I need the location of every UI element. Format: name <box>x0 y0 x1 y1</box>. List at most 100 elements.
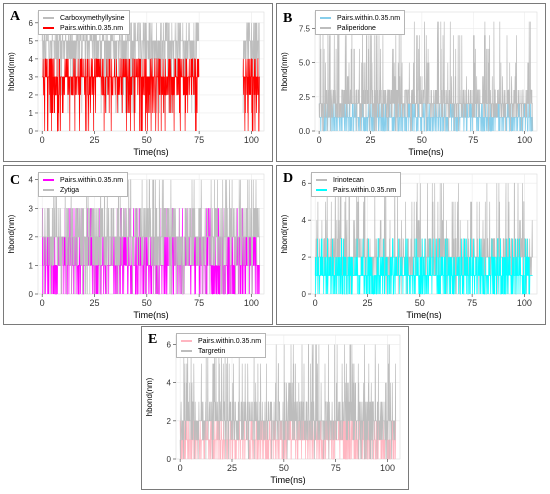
chart-legend: Irinotecan Pairs.within.0.35.nm <box>311 172 402 197</box>
legend-key <box>320 17 331 19</box>
legend-key <box>43 189 54 191</box>
panel-label: A <box>10 9 21 24</box>
legend-key <box>181 350 192 352</box>
y-tick-label: 2 <box>167 417 172 426</box>
y-tick-label: 0 <box>167 455 172 464</box>
x-tick-label: 75 <box>331 463 341 473</box>
panel-label: B <box>283 11 293 26</box>
y-tick-label: 3 <box>29 204 34 213</box>
y-axis-label: hbond(nm) <box>280 214 289 253</box>
panel-a: A 0 25 50 75 100 0 1 2 3 4 5 6 Time(ns) hbond(nm) Car… <box>3 3 273 162</box>
x-axis-label: Time(ns) <box>270 475 305 485</box>
y-axis-label: hbond(nm) <box>145 377 154 416</box>
x-tick-label: 25 <box>362 298 372 308</box>
y-tick-label: 0 <box>302 290 307 299</box>
legend-label: Paliperidone <box>337 24 376 32</box>
panel-e: E 0 25 50 75 100 0 2 4 6 Time(ns) hbond(nm) Pairs.… <box>141 326 409 490</box>
legend-label: Pairs.within.0.35.nm <box>60 24 124 32</box>
legend-key <box>316 189 327 191</box>
y-tick-label: 2 <box>302 253 307 262</box>
y-tick-label: 7.5 <box>299 24 311 33</box>
y-tick-label: 4 <box>29 55 34 64</box>
chart-legend: Carboxymethyllysine Pairs.within.0.35.nm <box>38 10 130 35</box>
series-line <box>318 21 533 132</box>
x-tick-label: 0 <box>178 463 183 473</box>
x-tick-label: 100 <box>380 463 395 473</box>
y-tick-label: 0 <box>29 127 34 136</box>
y-tick-label: 1 <box>29 261 34 270</box>
x-tick-label: 50 <box>279 463 289 473</box>
series-line <box>41 179 261 295</box>
x-tick-label: 25 <box>89 135 99 145</box>
chart-legend: Pairs.within.0.35.nm Paliperidone <box>315 10 406 35</box>
legend-label: Pairs.within.0.35.nm <box>337 14 401 22</box>
y-axis-label: hbond(nm) <box>7 214 16 253</box>
legend-key <box>181 340 192 342</box>
panel-b: B 0 25 50 75 100 0.0 2.5 5.0 7.5 Time(ns) hbond(nm… <box>276 3 546 162</box>
legend-label: Targretin <box>198 347 226 355</box>
y-tick-label: 4 <box>167 379 172 388</box>
x-tick-label: 50 <box>142 135 152 145</box>
series-line <box>242 22 260 114</box>
x-tick-label: 50 <box>415 298 425 308</box>
legend-key <box>43 27 54 29</box>
y-tick-label: 2 <box>29 91 34 100</box>
x-tick-label: 100 <box>517 298 532 308</box>
y-tick-label: 2 <box>29 233 34 242</box>
x-axis-label: Time(ns) <box>133 147 168 157</box>
x-tick-label: 100 <box>517 135 532 145</box>
legend-key <box>320 27 331 29</box>
x-tick-label: 0 <box>40 135 45 145</box>
legend-label: Carboxymethyllysine <box>60 14 125 22</box>
panel-label: D <box>283 171 294 186</box>
y-tick-label: 4 <box>302 216 307 225</box>
y-tick-label: 3 <box>29 73 34 82</box>
y-tick-label: 0 <box>29 290 34 299</box>
x-tick-label: 25 <box>227 463 237 473</box>
x-tick-label: 100 <box>244 298 259 308</box>
legend-label: Irinotecan <box>333 176 364 184</box>
panel-d: D 0 25 50 75 100 0 2 4 6 Time(ns) hbond(nm) Irinot… <box>276 165 546 325</box>
y-tick-label: 5 <box>29 37 34 46</box>
chart-legend: Pairs.within.0.35.nm Targretin <box>176 333 267 358</box>
series-line <box>41 22 200 114</box>
panel-label: C <box>10 173 21 188</box>
x-tick-label: 75 <box>468 135 478 145</box>
x-axis-label: Time(ns) <box>133 310 168 320</box>
x-tick-label: 50 <box>417 135 427 145</box>
x-axis-label: Time(ns) <box>408 147 443 157</box>
chart-legend: Pairs.within.0.35.nm Zytiga <box>38 172 129 197</box>
y-tick-label: 2.5 <box>299 93 311 102</box>
x-tick-label: 75 <box>194 298 204 308</box>
y-axis-label: hbond(nm) <box>280 52 289 91</box>
y-tick-label: 4 <box>29 176 34 185</box>
y-tick-label: 6 <box>29 19 34 28</box>
chart-e: 0 25 50 75 100 0 2 4 6 Time(ns) hbond(nm) <box>145 334 401 485</box>
y-axis-label: hbond(nm) <box>7 52 16 91</box>
x-tick-label: 25 <box>365 135 375 145</box>
x-tick-label: 0 <box>313 298 318 308</box>
legend-label: Pairs.within.0.35.nm <box>60 176 124 184</box>
series-line <box>242 58 260 132</box>
y-tick-label: 6 <box>302 179 307 188</box>
series-line <box>314 238 533 295</box>
series-line <box>179 344 397 460</box>
x-tick-label: 25 <box>89 298 99 308</box>
x-tick-label: 0 <box>40 298 45 308</box>
panel-label: E <box>148 332 158 347</box>
x-tick-label: 75 <box>194 135 204 145</box>
y-tick-label: 5.0 <box>299 59 311 68</box>
y-tick-label: 1 <box>29 109 34 118</box>
legend-label: Zytiga <box>60 186 80 194</box>
x-tick-label: 0 <box>317 135 322 145</box>
legend-key <box>43 179 54 181</box>
x-tick-label: 75 <box>467 298 477 308</box>
y-tick-label: 6 <box>167 341 172 350</box>
x-tick-label: 100 <box>244 135 259 145</box>
legend-label: Pairs.within.0.35.nm <box>198 337 262 345</box>
legend-label: Pairs.within.0.35.nm <box>333 186 397 194</box>
x-tick-label: 50 <box>142 298 152 308</box>
panel-c: C 0 25 50 75 100 0 1 2 3 4 Time(ns) hbond(nm) Pairs… <box>3 165 273 325</box>
series-line <box>42 58 200 132</box>
y-tick-label: 0.0 <box>299 127 311 136</box>
